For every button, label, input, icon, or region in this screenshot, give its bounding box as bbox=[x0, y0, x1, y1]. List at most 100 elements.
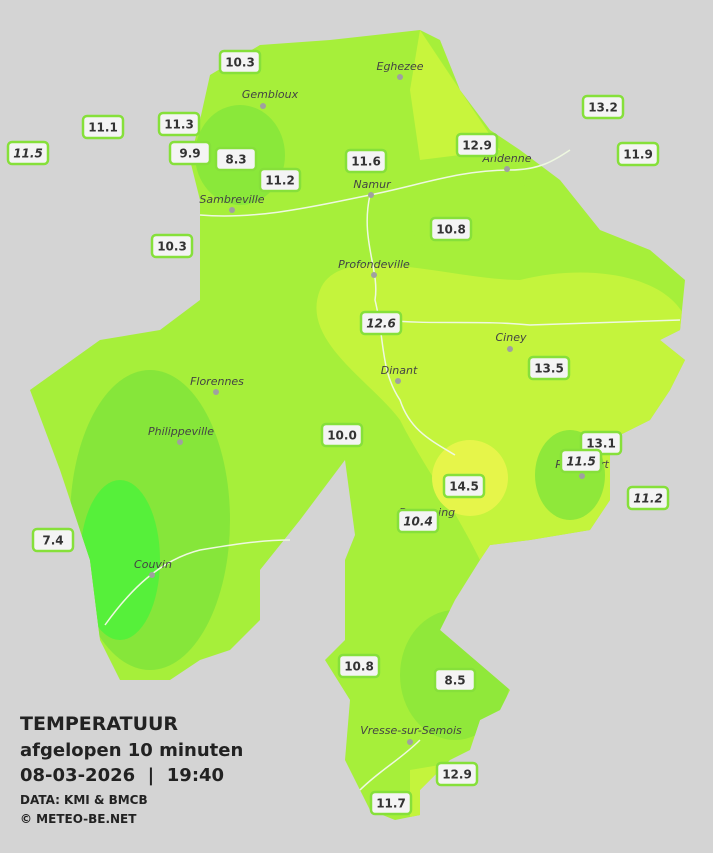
station-reading: 13.5 bbox=[527, 355, 571, 381]
city-dot bbox=[229, 207, 235, 213]
reading-value: 8.3 bbox=[225, 153, 246, 167]
city-dot bbox=[504, 166, 510, 172]
reading-value: 11.1 bbox=[88, 121, 118, 135]
copyright: © METEO-BE.NET bbox=[20, 812, 137, 826]
station-reading: 9.9 bbox=[168, 140, 212, 166]
reading-value: 11.5 bbox=[566, 455, 596, 469]
reading-value: 14.5 bbox=[449, 480, 479, 494]
reading-box bbox=[337, 653, 381, 679]
station-reading: 11.9 bbox=[616, 141, 660, 167]
reading-box bbox=[581, 94, 625, 120]
subtitle: afgelopen 10 minuten bbox=[20, 740, 243, 761]
station-reading: 8.5 bbox=[433, 667, 477, 693]
city-label: Florennes bbox=[190, 375, 244, 388]
reading-box bbox=[559, 448, 603, 474]
station-reading: 10.8 bbox=[429, 216, 473, 242]
station-reading: 11.3 bbox=[157, 111, 201, 137]
station-reading: 10.8 bbox=[337, 653, 381, 679]
city-label: Namur bbox=[353, 178, 392, 191]
reading-box bbox=[168, 140, 212, 166]
station-reading: 8.3 bbox=[214, 146, 258, 172]
reading-value: 11.6 bbox=[351, 155, 381, 169]
reading-value: 10.4 bbox=[403, 515, 433, 529]
reading-box bbox=[157, 111, 201, 137]
city-label: Gembloux bbox=[242, 88, 299, 101]
reading-value: 12.6 bbox=[366, 317, 396, 331]
reading-value: 13.5 bbox=[534, 362, 564, 376]
reading-box bbox=[435, 761, 479, 787]
city-dot bbox=[260, 103, 266, 109]
reading-box bbox=[396, 508, 440, 534]
reading-value: 9.9 bbox=[179, 147, 200, 161]
station-reading: 12.9 bbox=[455, 132, 499, 158]
station-reading: 11.2 bbox=[258, 167, 302, 193]
city-dot bbox=[507, 346, 513, 352]
reading-box bbox=[455, 132, 499, 158]
reading-value: 10.3 bbox=[225, 56, 255, 70]
reading-value: 8.5 bbox=[444, 674, 465, 688]
reading-value: 11.7 bbox=[376, 797, 406, 811]
reading-box bbox=[150, 233, 194, 259]
reading-value: 11.9 bbox=[623, 148, 653, 162]
city-dot bbox=[368, 192, 374, 198]
station-reading: 11.1 bbox=[81, 114, 125, 140]
reading-box bbox=[442, 473, 486, 499]
reading-box bbox=[616, 141, 660, 167]
reading-box bbox=[359, 310, 403, 336]
reading-value: 10.0 bbox=[327, 429, 357, 443]
reading-value: 12.9 bbox=[442, 768, 472, 782]
reading-value: 13.1 bbox=[586, 437, 616, 451]
reading-value: 11.2 bbox=[265, 174, 295, 188]
reading-box bbox=[218, 49, 262, 75]
reading-box bbox=[258, 167, 302, 193]
reading-box bbox=[344, 148, 388, 174]
reading-box bbox=[214, 146, 258, 172]
city-dot bbox=[407, 739, 413, 745]
city-label: Philippeville bbox=[148, 425, 214, 438]
city-label: Dinant bbox=[381, 364, 418, 377]
reading-box bbox=[527, 355, 571, 381]
reading-value: 10.3 bbox=[157, 240, 187, 254]
city-label: Profondeville bbox=[338, 258, 410, 271]
city-label: Couvin bbox=[134, 558, 172, 571]
source: DATA: KMI & BMCB bbox=[20, 793, 148, 807]
reading-value: 11.2 bbox=[633, 492, 663, 506]
reading-value: 11.5 bbox=[13, 147, 43, 161]
reading-box bbox=[320, 422, 364, 448]
reading-value: 10.8 bbox=[344, 660, 374, 674]
city-dot bbox=[213, 389, 219, 395]
station-reading: 12.6 bbox=[359, 310, 403, 336]
reading-box bbox=[6, 140, 50, 166]
station-reading: 14.5 bbox=[442, 473, 486, 499]
station-reading: 13.2 bbox=[581, 94, 625, 120]
reading-box bbox=[626, 485, 670, 511]
title: TEMPERATUUR bbox=[20, 713, 178, 735]
reading-box bbox=[31, 527, 75, 553]
city-dot bbox=[395, 378, 401, 384]
station-reading: 11.6 bbox=[344, 148, 388, 174]
station-reading: 11.5 bbox=[6, 140, 50, 166]
station-reading: 11.7 bbox=[369, 790, 413, 816]
station-reading: 11.5 bbox=[559, 448, 603, 474]
station-reading: 10.4 bbox=[396, 508, 440, 534]
readings: 10.3 11.1 11.3 11.5 9.9 8.3 11.2 11.6 12.9 13.2 11… bbox=[6, 49, 670, 816]
station-reading: 13.1 bbox=[579, 430, 623, 456]
station-reading: 10.3 bbox=[218, 49, 262, 75]
city-label: Eghezee bbox=[377, 60, 424, 73]
city-label: Ciney bbox=[496, 331, 527, 344]
legend-title: TEMPERATUUR afgelopen 10 minuten 08-03-2… bbox=[20, 713, 243, 826]
station-reading: 11.2 bbox=[626, 485, 670, 511]
city-dot bbox=[149, 572, 155, 578]
station-reading: 7.4 bbox=[31, 527, 75, 553]
reading-value: 7.4 bbox=[42, 534, 63, 548]
datetime: 08-03-2026 | 19:40 bbox=[20, 765, 224, 786]
reading-box bbox=[81, 114, 125, 140]
reading-value: 13.2 bbox=[588, 101, 618, 115]
station-reading: 12.9 bbox=[435, 761, 479, 787]
reading-value: 11.3 bbox=[164, 118, 194, 132]
city-dot bbox=[177, 439, 183, 445]
reading-value: 12.9 bbox=[462, 139, 492, 153]
city-label: Vresse-sur-Semois bbox=[360, 724, 462, 737]
reading-value: 10.8 bbox=[436, 223, 466, 237]
